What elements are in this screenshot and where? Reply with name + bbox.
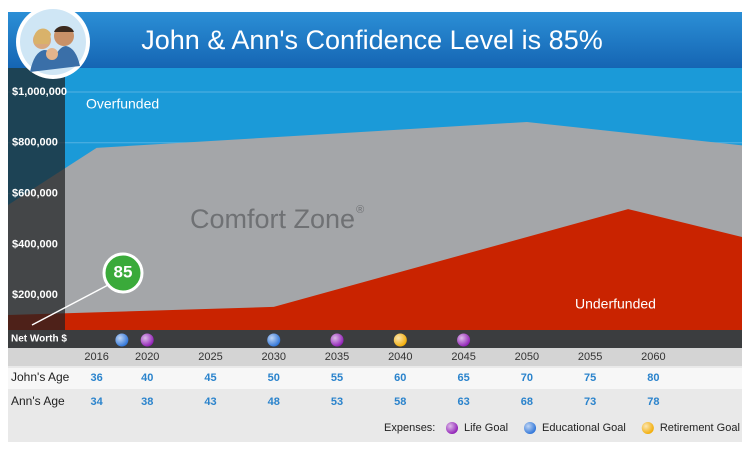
x-tick-label: 2045 (451, 351, 475, 363)
expense-dot-shine (115, 333, 129, 347)
legend-swatch-shine (524, 422, 537, 434)
x-tick-label: 2060 (641, 351, 665, 363)
age-value: 53 (331, 396, 343, 408)
avatar (16, 5, 90, 79)
score-badge (102, 252, 144, 294)
age-value: 38 (141, 396, 153, 408)
age-value: 60 (394, 372, 406, 384)
x-tick-label: 2035 (325, 351, 349, 363)
x-tick-label: 2030 (262, 351, 286, 363)
y-axis-label: Net Worth $ (11, 334, 67, 345)
age-value: 70 (521, 372, 533, 384)
age-value: 36 (90, 372, 102, 384)
age-row (8, 392, 742, 413)
age-row-label: Ann's Age (11, 394, 65, 408)
x-tick-label: 2016 (84, 351, 108, 363)
age-value: 80 (647, 372, 659, 384)
expense-dot-shine (330, 333, 344, 347)
age-value: 63 (457, 396, 469, 408)
legend-title: Expenses: (384, 422, 435, 434)
overfunded-label: Overfunded (86, 96, 159, 112)
x-tick-label: 2055 (578, 351, 602, 363)
age-value: 58 (394, 396, 406, 408)
legend-label: Educational Goal (542, 422, 626, 434)
age-row-label: John's Age (11, 370, 70, 384)
expense-dot-shine (140, 333, 154, 347)
x-tick-label: 2020 (135, 351, 159, 363)
legend-label: Life Goal (464, 422, 508, 434)
y-tick-label: $1,000,000 (12, 86, 67, 98)
y-tick-label: $200,000 (12, 289, 58, 301)
year-row (8, 348, 742, 366)
expense-row (8, 330, 742, 348)
score-value: 85 (114, 262, 133, 281)
age-value: 78 (647, 396, 659, 408)
y-tick-label: $800,000 (12, 137, 58, 149)
age-value: 43 (204, 396, 216, 408)
age-value: 65 (457, 372, 469, 384)
age-value: 55 (331, 372, 343, 384)
expense-dot-shine (267, 333, 281, 347)
age-value: 75 (584, 372, 596, 384)
x-tick-label: 2050 (515, 351, 539, 363)
age-value: 40 (141, 372, 153, 384)
legend-swatch-shine (641, 422, 654, 434)
age-row (8, 368, 742, 389)
x-tick-label: 2025 (198, 351, 222, 363)
comfort-zone-label: Comfort Zone (190, 204, 355, 234)
y-tick-label: $600,000 (12, 188, 58, 200)
legend-swatch-shine (446, 422, 458, 434)
age-value: 45 (204, 372, 216, 384)
age-value: 34 (90, 396, 103, 408)
zone-area (8, 209, 742, 330)
underfunded-label: Underfunded (575, 296, 656, 312)
x-tick-label: 2040 (388, 351, 412, 363)
header-bar (8, 12, 742, 68)
age-value: 73 (584, 396, 596, 408)
legend-label: Retirement Goal (660, 422, 740, 434)
title: John & Ann's Confidence Level is 85% (141, 25, 602, 55)
registered-mark: ® (356, 204, 364, 216)
age-value: 50 (268, 372, 280, 384)
expense-dot-shine (457, 333, 471, 347)
expense-dot-shine (393, 333, 407, 347)
age-value: 48 (268, 396, 280, 408)
score-pointer (31, 283, 111, 326)
age-value: 68 (521, 396, 533, 408)
y-axis-panel (8, 66, 65, 330)
plot: $200,000 $400,000 $600,000 $800,000 $1,000,0… (8, 66, 742, 330)
y-tick-label: $400,000 (12, 238, 58, 250)
